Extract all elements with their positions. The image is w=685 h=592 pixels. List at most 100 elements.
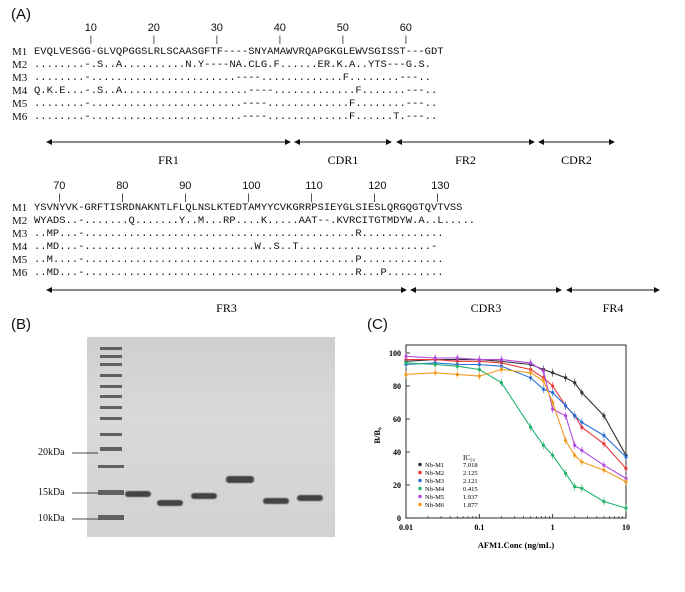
bottom-row-name: M6 — [12, 267, 28, 279]
region-label: FR4 — [603, 301, 624, 315]
bottom-position-80: 80 — [116, 180, 129, 192]
data-point — [602, 414, 606, 418]
data-point — [602, 468, 606, 472]
bottom-position-110: 110 — [305, 180, 323, 192]
band-lane-3 — [191, 493, 217, 499]
series-nb-m3 — [404, 358, 628, 461]
legend-entry: Nb-M3 2.121 — [418, 478, 478, 485]
panel-b-label: (B) — [11, 316, 31, 333]
bottom-row-sequence: WYADS..-.......Q.......Y..M...RP....K...… — [34, 215, 476, 227]
bottom-row-name: M2 — [12, 215, 28, 227]
inhibition-curve-chart: 0 20 40 60 80 100 0.01 0.1 1 10 AFM1.Conc (ng/mL) B… — [372, 344, 630, 550]
top-row-sequence: ........-.S..A..........N.Y----NA.CLG.F.… — [34, 59, 431, 71]
data-point — [602, 499, 606, 504]
data-point — [551, 391, 555, 395]
bottom-row-sequence: YSVNYVK-GRFTISRDNAKNTLFLQLNSLKTEDTAMYYCV… — [34, 202, 463, 214]
bottom-position-100: 100 — [242, 180, 261, 192]
legend-ic50-value: 1.877 — [463, 502, 478, 509]
x-tick-label: 1 — [551, 523, 555, 532]
plot-frame — [405, 344, 627, 519]
x-tick-label: 10 — [622, 523, 630, 532]
top-region-arrows: FR1 CDR1 FR2 CDR2 — [46, 139, 615, 167]
top-row-name: M6 — [12, 111, 28, 123]
top-row-name: M1 — [12, 46, 28, 58]
y-tick-label: 100 — [389, 349, 401, 358]
region-cdr1: CDR1 — [294, 139, 392, 167]
data-point — [541, 369, 546, 373]
top-position-mark: | — [278, 34, 282, 44]
data-point — [404, 354, 408, 358]
data-point — [563, 404, 568, 408]
data-point — [580, 420, 584, 424]
bottom-row-name: M5 — [12, 254, 28, 266]
top-row-name: M4 — [12, 85, 28, 97]
data-point — [528, 361, 533, 365]
region-fr3: FR3 — [46, 287, 407, 315]
legend-swatch — [418, 462, 422, 467]
y-tick-label: 20 — [393, 481, 401, 490]
data-point — [551, 407, 555, 411]
data-point — [477, 367, 481, 372]
top-position-40: 40 — [273, 22, 286, 34]
series-nb-m6 — [404, 365, 628, 486]
region-fr1: FR1 — [46, 139, 291, 167]
legend-swatch — [418, 470, 422, 475]
legend-ic50-value: 1.937 — [463, 494, 478, 501]
series-nb-m4 — [404, 358, 628, 513]
top-row-name: M5 — [12, 98, 28, 110]
y-tick-label: 40 — [393, 448, 401, 457]
data-point — [624, 455, 628, 459]
band-lane-1 — [125, 491, 151, 497]
data-point — [455, 372, 459, 377]
y-tick-label: 0 — [397, 514, 401, 523]
data-point — [433, 362, 437, 367]
data-point — [573, 485, 577, 489]
region-label: CDR1 — [328, 153, 359, 167]
top-row-name: M3 — [12, 72, 28, 84]
data-point — [551, 371, 555, 375]
legend-swatch — [418, 478, 422, 483]
data-point — [541, 379, 546, 383]
bottom-row-sequence: ..MD...-...........................W..S.… — [34, 241, 438, 253]
data-point — [541, 387, 546, 391]
band-lane-5 — [263, 498, 289, 504]
data-point — [580, 486, 584, 490]
top-row-sequence: Q.K.E...-.S..A....................----..… — [34, 85, 438, 97]
data-point — [580, 460, 584, 464]
x-tick-label: 0.01 — [399, 523, 413, 532]
bottom-row-sequence: ..MD...-................................… — [34, 267, 444, 279]
region-label: CDR2 — [561, 153, 592, 167]
bottom-position-mark: | — [310, 192, 313, 202]
data-point — [528, 425, 533, 429]
bottom-row-name: M3 — [12, 228, 28, 240]
data-point — [602, 433, 606, 438]
legend-series-name: Nb-M4 — [425, 486, 445, 493]
legend-entry: Nb-M6 1.877 — [418, 502, 478, 509]
bottom-position-90: 90 — [179, 180, 192, 192]
data-point — [477, 374, 481, 378]
data-point — [563, 438, 568, 443]
bottom-position-70: 70 — [53, 180, 66, 192]
data-point — [624, 466, 628, 471]
region-cdr3: CDR3 — [410, 287, 562, 315]
panel-a-label: (A) — [11, 6, 31, 23]
y-tick-label: 60 — [393, 415, 401, 424]
top-position-mark: | — [215, 34, 219, 44]
top-position-mark: | — [152, 34, 156, 44]
legend-entry: Nb-M4 0.415 — [418, 486, 478, 493]
bottom-position-130: 130 — [431, 180, 450, 192]
bottom-position-mark: | — [58, 192, 61, 202]
legend-series-name: Nb-M2 — [425, 470, 444, 477]
data-point — [404, 372, 408, 377]
marker-15kda: 15kDa — [38, 487, 65, 498]
band-lane-4 — [226, 476, 254, 483]
data-point — [563, 471, 568, 476]
bottom-position-120: 120 — [368, 180, 387, 192]
top-position-20: 20 — [147, 22, 160, 34]
bottom-position-mark: | — [247, 192, 250, 202]
fit-curve — [406, 359, 627, 469]
top-row-sequence: ........-........................----...… — [34, 98, 438, 110]
region-cdr2: CDR2 — [538, 139, 615, 167]
bottom-position-mark: | — [436, 192, 439, 202]
y-axis-label: B/B₀ — [372, 427, 382, 444]
